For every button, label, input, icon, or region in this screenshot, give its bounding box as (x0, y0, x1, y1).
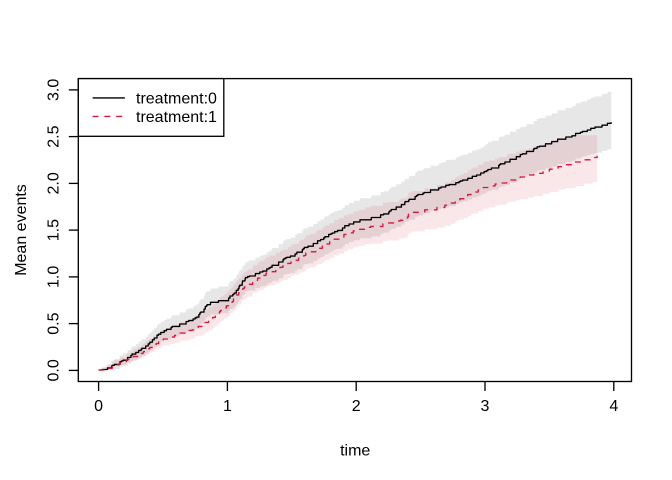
svg-text:0: 0 (94, 398, 103, 415)
svg-text:1.5: 1.5 (46, 219, 63, 241)
svg-text:0.0: 0.0 (46, 359, 63, 381)
svg-text:1: 1 (223, 398, 232, 415)
svg-text:4: 4 (609, 398, 618, 415)
svg-text:treatment:0: treatment:0 (136, 90, 217, 107)
svg-text:2.0: 2.0 (46, 172, 63, 194)
svg-text:treatment:1: treatment:1 (136, 109, 217, 126)
svg-text:2.5: 2.5 (46, 125, 63, 147)
svg-text:0.5: 0.5 (46, 312, 63, 334)
svg-text:3: 3 (481, 398, 490, 415)
svg-text:3.0: 3.0 (46, 79, 63, 101)
svg-text:Mean events: Mean events (13, 184, 30, 276)
svg-text:time: time (340, 443, 370, 460)
svg-text:2: 2 (352, 398, 361, 415)
svg-text:1.0: 1.0 (46, 266, 63, 288)
